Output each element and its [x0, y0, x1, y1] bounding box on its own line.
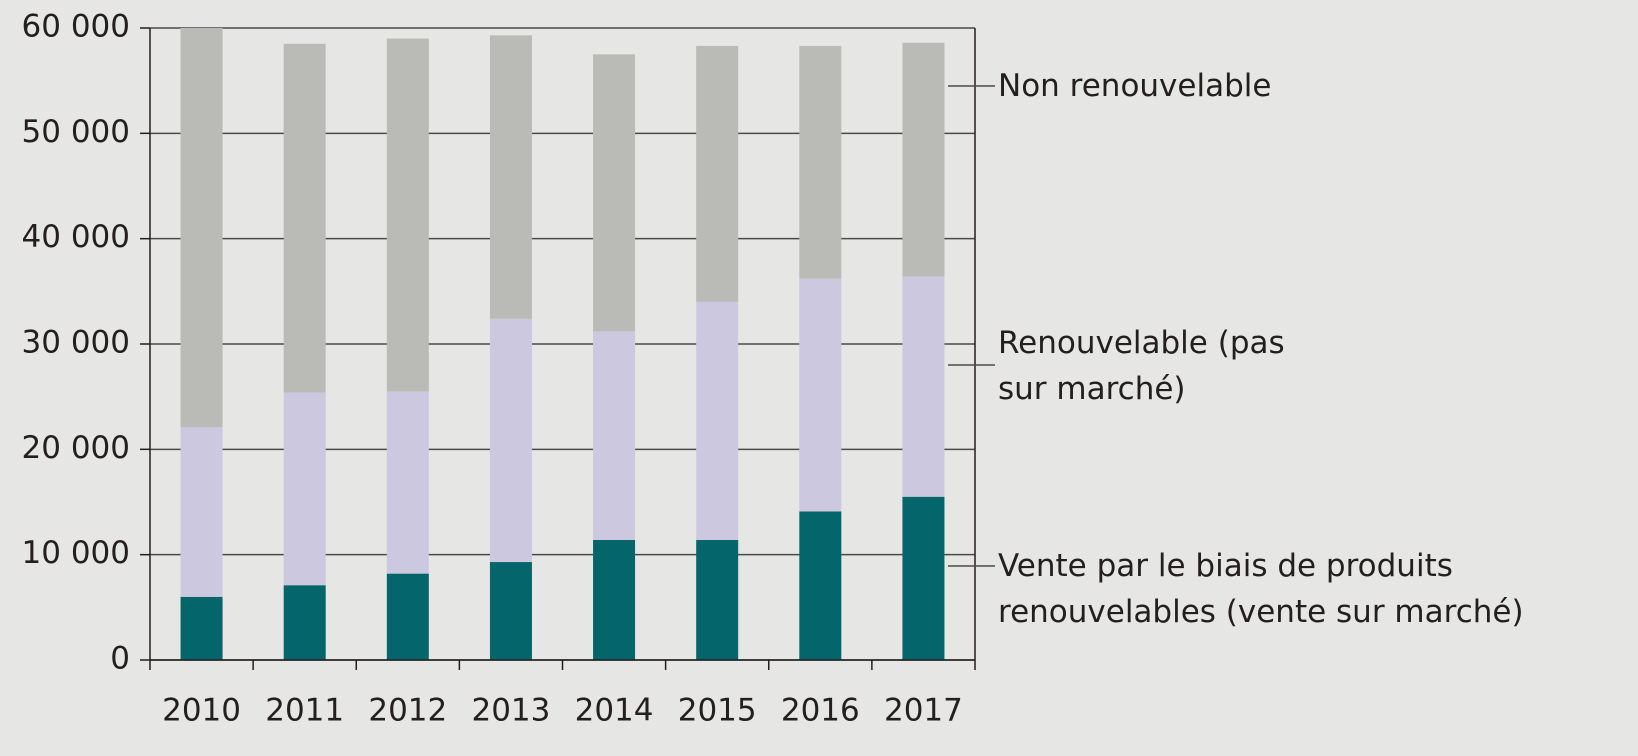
y-tick-label: 20 000: [22, 430, 130, 466]
x-tick-label: 2012: [368, 693, 447, 729]
y-tick-label: 0: [110, 641, 130, 677]
bar-segment: [489, 562, 532, 660]
bar-segment: [180, 28, 223, 428]
bar-segment: [489, 318, 532, 563]
y-tick-label: 40 000: [22, 219, 130, 255]
bar-segment: [180, 427, 223, 597]
legend-label: Renouvelable (pas sur marché): [998, 325, 1285, 407]
bar-segment: [799, 45, 842, 279]
bar-segment: [283, 585, 326, 660]
bar-segment: [386, 38, 429, 392]
bar-segment: [386, 391, 429, 574]
legend-label: Vente par le biais de produits renouvela…: [998, 548, 1524, 630]
x-tick-label: 2015: [678, 693, 757, 729]
bar-segment: [283, 392, 326, 586]
bar-segment: [489, 35, 532, 319]
legend-label: Non renouvelable: [998, 68, 1272, 104]
bar-segment: [902, 276, 945, 497]
bar-segment: [902, 42, 945, 277]
y-tick-label: 60 000: [22, 9, 130, 45]
y-tick-label: 30 000: [22, 325, 130, 361]
bar-segment: [386, 573, 429, 660]
x-tick-label: 2017: [884, 693, 963, 729]
bar-segment: [180, 596, 223, 660]
bar-segment: [593, 331, 636, 540]
x-tick-label: 2011: [265, 693, 344, 729]
bar-segment: [283, 43, 326, 393]
y-tick-label: 50 000: [22, 114, 130, 150]
x-tick-label: 2016: [781, 693, 860, 729]
bar-segment: [696, 45, 739, 302]
bar-segment: [902, 496, 945, 660]
bar-segment: [593, 539, 636, 660]
bar-segment: [799, 278, 842, 512]
y-tick-label: 10 000: [22, 535, 130, 571]
x-tick-label: 2014: [575, 693, 654, 729]
bar-segment: [696, 539, 739, 660]
x-tick-label: 2010: [162, 693, 241, 729]
x-tick-label: 2013: [471, 693, 550, 729]
bar-segment: [799, 511, 842, 660]
bar-segment: [696, 301, 739, 540]
bar-segment: [593, 54, 636, 332]
